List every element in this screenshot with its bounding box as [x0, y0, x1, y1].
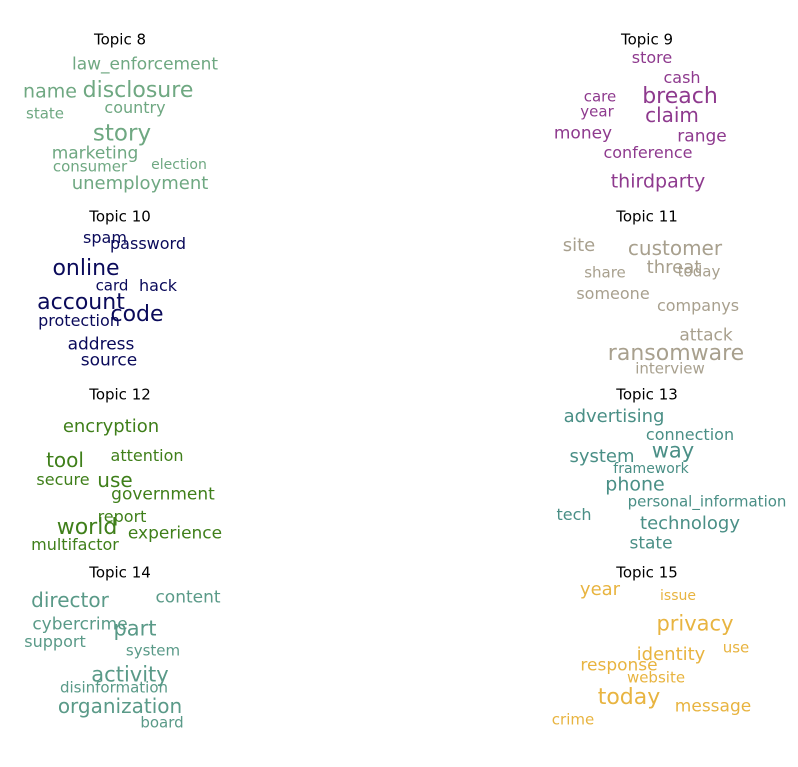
- word-5-7: report: [97, 507, 147, 526]
- word-8-5: use: [722, 638, 750, 657]
- panel-title-4: Topic 11: [616, 207, 678, 226]
- word-7-2: content: [155, 587, 221, 608]
- word-3-2: password: [110, 234, 186, 253]
- word-6-6: phone: [605, 473, 665, 496]
- word-7-7: activity: [91, 662, 169, 687]
- word-1-8: consumer: [52, 157, 128, 176]
- word-1-7: marketing: [51, 143, 139, 164]
- word-4-1: site: [562, 235, 596, 256]
- word-7-5: support: [24, 632, 86, 651]
- word-3-8: protection: [38, 311, 120, 330]
- word-5-2: tool: [46, 448, 84, 472]
- word-3-9: address: [67, 334, 135, 355]
- word-3-10: source: [80, 350, 138, 371]
- word-4-3: threat: [646, 257, 702, 278]
- word-1-3: disclosure: [82, 78, 194, 103]
- word-8-8: today: [597, 685, 661, 710]
- panel-title-8: Topic 15: [616, 563, 678, 582]
- word-8-4: identity: [636, 644, 706, 665]
- word-1-5: state: [26, 104, 64, 123]
- word-7-9: organization: [57, 694, 183, 718]
- word-2-10: thirdparty: [610, 170, 706, 193]
- word-2-6: claim: [645, 103, 699, 127]
- word-4-2: customer: [627, 236, 723, 260]
- word-2-7: money: [553, 123, 613, 144]
- word-3-6: account: [37, 290, 125, 315]
- word-3-1: spam: [83, 228, 127, 247]
- word-3-3: online: [52, 256, 120, 281]
- word-6-10: state: [629, 533, 673, 554]
- word-2-5: year: [580, 102, 614, 121]
- word-5-3: attention: [110, 446, 184, 465]
- word-2-1: store: [631, 48, 673, 67]
- word-8-2: issue: [660, 588, 696, 604]
- word-6-5: framework: [613, 461, 689, 477]
- word-5-1: encryption: [62, 416, 160, 437]
- word-4-6: someone: [576, 284, 650, 303]
- word-4-7: companys: [656, 296, 740, 315]
- panel-title-6: Topic 13: [616, 385, 678, 404]
- word-6-2: connection: [645, 425, 735, 444]
- word-1-1: law_enforcement: [71, 54, 219, 75]
- word-6-7: personal_information: [627, 492, 787, 511]
- word-4-9: ransomware: [607, 341, 745, 366]
- word-7-10: board: [140, 713, 184, 732]
- word-2-4: breach: [642, 84, 718, 109]
- word-3-7: code: [110, 302, 164, 327]
- word-2-9: conference: [603, 143, 693, 162]
- word-7-4: part: [113, 616, 157, 641]
- word-3-5: hack: [138, 276, 178, 295]
- word-4-4: share: [584, 263, 626, 282]
- word-2-2: cash: [663, 68, 701, 87]
- word-8-3: privacy: [656, 611, 734, 636]
- word-8-10: crime: [551, 710, 595, 729]
- word-1-2: name: [23, 80, 77, 103]
- word-3-4: card: [95, 276, 129, 295]
- panel-title-2: Topic 9: [620, 30, 674, 49]
- word-1-10: unemployment: [71, 173, 209, 194]
- panel-title-7: Topic 14: [89, 563, 151, 582]
- word-1-4: country: [104, 98, 166, 117]
- word-5-8: world: [56, 515, 118, 540]
- panel-title-5: Topic 12: [89, 385, 151, 404]
- word-6-4: system: [569, 446, 635, 467]
- word-1-6: story: [92, 120, 152, 147]
- word-7-8: disinformation: [59, 678, 169, 697]
- word-6-1: advertising: [563, 406, 665, 427]
- word-1-9: election: [151, 157, 207, 173]
- word-4-8: attack: [679, 325, 733, 346]
- word-6-9: technology: [640, 513, 740, 534]
- panel-title-3: Topic 10: [89, 207, 151, 226]
- word-6-3: way: [651, 438, 695, 463]
- word-7-1: director: [31, 588, 109, 612]
- word-8-9: message: [674, 696, 752, 717]
- word-2-3: care: [583, 87, 617, 106]
- word-7-6: system: [125, 641, 181, 660]
- word-5-10: multifactor: [31, 535, 119, 554]
- word-8-7: website: [626, 668, 686, 687]
- word-5-4: use: [97, 468, 133, 492]
- word-8-1: year: [579, 579, 621, 600]
- word-5-9: experience: [127, 523, 223, 544]
- word-4-5: today: [677, 262, 721, 281]
- word-6-8: tech: [556, 505, 592, 524]
- word-5-6: government: [111, 484, 215, 505]
- panel-title-1: Topic 8: [93, 30, 147, 49]
- word-8-6: response: [580, 655, 658, 676]
- word-7-3: cybercrime: [32, 614, 128, 635]
- word-2-8: range: [677, 126, 727, 147]
- word-5-5: secure: [36, 470, 90, 489]
- word-4-10: interview: [635, 359, 705, 378]
